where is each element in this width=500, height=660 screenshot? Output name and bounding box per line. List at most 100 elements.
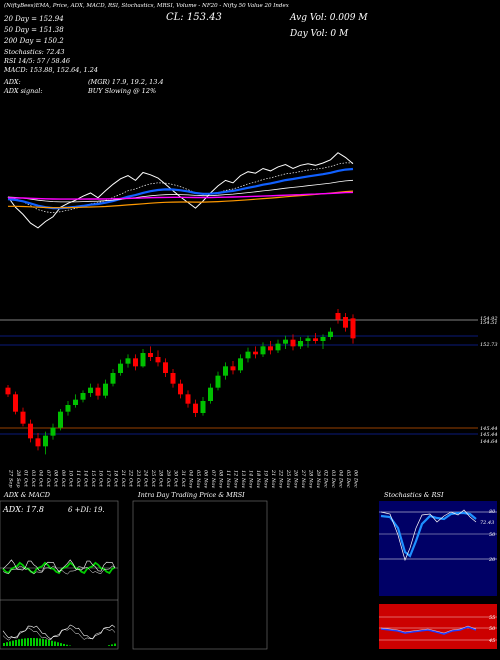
candle-body	[246, 352, 251, 359]
macd-histogram-bar	[45, 639, 47, 646]
candle-body	[28, 424, 33, 439]
date-tick-label: 06 Dec	[353, 470, 359, 488]
date-tick-label: 25 Nov	[285, 469, 291, 488]
date-tick-label: 21 Nov	[270, 469, 276, 488]
adx-panel-frame	[0, 501, 118, 649]
candle-body	[88, 388, 93, 393]
stoch-level-50: 50	[489, 532, 496, 538]
candle-body	[186, 394, 191, 403]
candle-body	[163, 362, 168, 373]
date-tick-label: 07 Oct	[45, 470, 51, 488]
price-label-2: 154.51	[480, 320, 498, 326]
chart-title: (NiftyBees)EMA, Price, ADX, MACD, RSI, S…	[4, 2, 290, 9]
macd-lines	[3, 625, 116, 646]
date-tick-label: 13 Nov	[240, 470, 246, 488]
price-label-3: 152.73	[480, 342, 498, 348]
date-tick-label: 11 Nov	[225, 470, 231, 488]
macd-histogram-bar	[63, 644, 65, 646]
date-tick-label: 08 Nov	[218, 470, 224, 488]
adx-label: ADX:	[3, 78, 21, 86]
macd-histogram-bar	[42, 639, 44, 646]
candle-body	[193, 404, 198, 413]
date-tick-label: 02 Dec	[323, 470, 329, 488]
ema20-label: 20 Day = 152.94	[3, 15, 64, 23]
candle-body	[171, 373, 176, 384]
ema10-line	[8, 163, 353, 213]
candle-body	[276, 344, 281, 351]
header: (NiftyBees)EMA, Price, ADX, MACD, RSI, S…	[3, 2, 368, 95]
date-tick-label: 05 Dec	[345, 470, 351, 488]
signal-label: BUY Slowing @ 12%	[87, 87, 156, 95]
date-tick-label: 04 Nov	[188, 470, 194, 488]
stoch-level-20: 20	[488, 557, 496, 563]
date-tick-label: 11 Oct	[75, 470, 81, 488]
candle-body	[6, 388, 11, 395]
rsi-panel-bg	[379, 604, 497, 649]
candle-body	[126, 358, 131, 363]
adx-panel: ADX & MACD ADX: 17.8 6 +DI: 19.	[0, 491, 118, 649]
intraday-panel: Intra Day Trading Price & MRSI	[133, 491, 267, 649]
macd-histogram-bar	[108, 645, 110, 646]
macd-histogram-bar	[111, 644, 113, 646]
macd-histogram-bar	[27, 638, 29, 646]
date-tick-label: 22 Oct	[128, 469, 134, 488]
rsi-level-50: 50	[489, 626, 496, 632]
candle-body	[178, 384, 183, 395]
macd-histogram-bar	[3, 643, 5, 646]
mrsi-label: (MGR) 17.9, 19.2, 13.4	[88, 78, 164, 86]
stoch-level-80: 80	[489, 509, 496, 515]
rsi-level-55: 55	[489, 615, 495, 621]
date-tick-label: 10 Oct	[68, 470, 74, 488]
macd-label: MACD: 153.88, 152.64, 1.24	[3, 66, 98, 74]
stoch-label: Stochastics: 72.43	[4, 48, 65, 56]
date-tick-label: 05 Nov	[195, 470, 201, 488]
candle-body	[216, 376, 221, 388]
candle-body	[81, 393, 86, 400]
candles	[6, 309, 356, 454]
candle-body	[298, 341, 303, 346]
date-tick-label: 21 Oct	[120, 469, 126, 488]
macd-histogram-bar	[48, 640, 50, 646]
candle-body	[343, 317, 348, 328]
candle-body	[268, 346, 273, 350]
date-tick-label: 27 Sep	[8, 469, 14, 488]
date-tick-label: 25 Oct	[150, 469, 156, 488]
macd-histogram-bar	[6, 642, 8, 646]
date-tick-label: 27 Nov	[300, 469, 306, 488]
macd-histogram-bar	[114, 644, 116, 646]
macd-histogram-bar	[15, 640, 17, 646]
macd-histogram-bar	[24, 638, 26, 646]
macd-histogram-bar	[57, 642, 59, 646]
candle-body	[66, 405, 71, 412]
candle-body	[351, 318, 356, 338]
adx-panel-value: ADX: 17.8	[2, 505, 44, 514]
candle-body	[58, 412, 63, 428]
candle-body	[43, 436, 48, 447]
date-tick-label: 28 Oct	[158, 469, 164, 488]
candle-body	[111, 373, 116, 384]
date-axis: 27 Sep28 Sep01 Oct03 Oct04 Oct07 Oct08 O…	[8, 469, 359, 488]
candle-body	[283, 340, 288, 344]
candle-body	[148, 353, 153, 357]
day-vol-label: Day Vol: 0 M	[289, 29, 349, 39]
intraday-panel-frame	[133, 501, 267, 649]
candle-body	[238, 358, 243, 370]
date-tick-label: 26 Nov	[293, 469, 299, 488]
date-tick-label: 23 Oct	[135, 469, 141, 488]
macd-histogram-bar	[9, 641, 11, 646]
candle-body	[51, 428, 56, 436]
macd-histogram-bar	[39, 638, 41, 646]
adx-panel-extra: 6 +DI: 19.	[68, 506, 105, 514]
ema50-label: 50 Day = 151.38	[4, 26, 64, 34]
date-tick-label: 29 Nov	[315, 469, 321, 488]
macd-histogram-bar	[66, 645, 68, 646]
date-tick-label: 15 Oct	[90, 470, 96, 488]
close-label: CL: 153.43	[166, 12, 222, 23]
candle-body	[336, 313, 341, 320]
macd-histogram-bar	[33, 638, 35, 646]
date-tick-label: 29 Oct	[165, 469, 171, 488]
candle-body	[73, 400, 78, 405]
macd-histogram-bar	[12, 641, 14, 646]
date-tick-label: 22 Nov	[278, 469, 284, 488]
